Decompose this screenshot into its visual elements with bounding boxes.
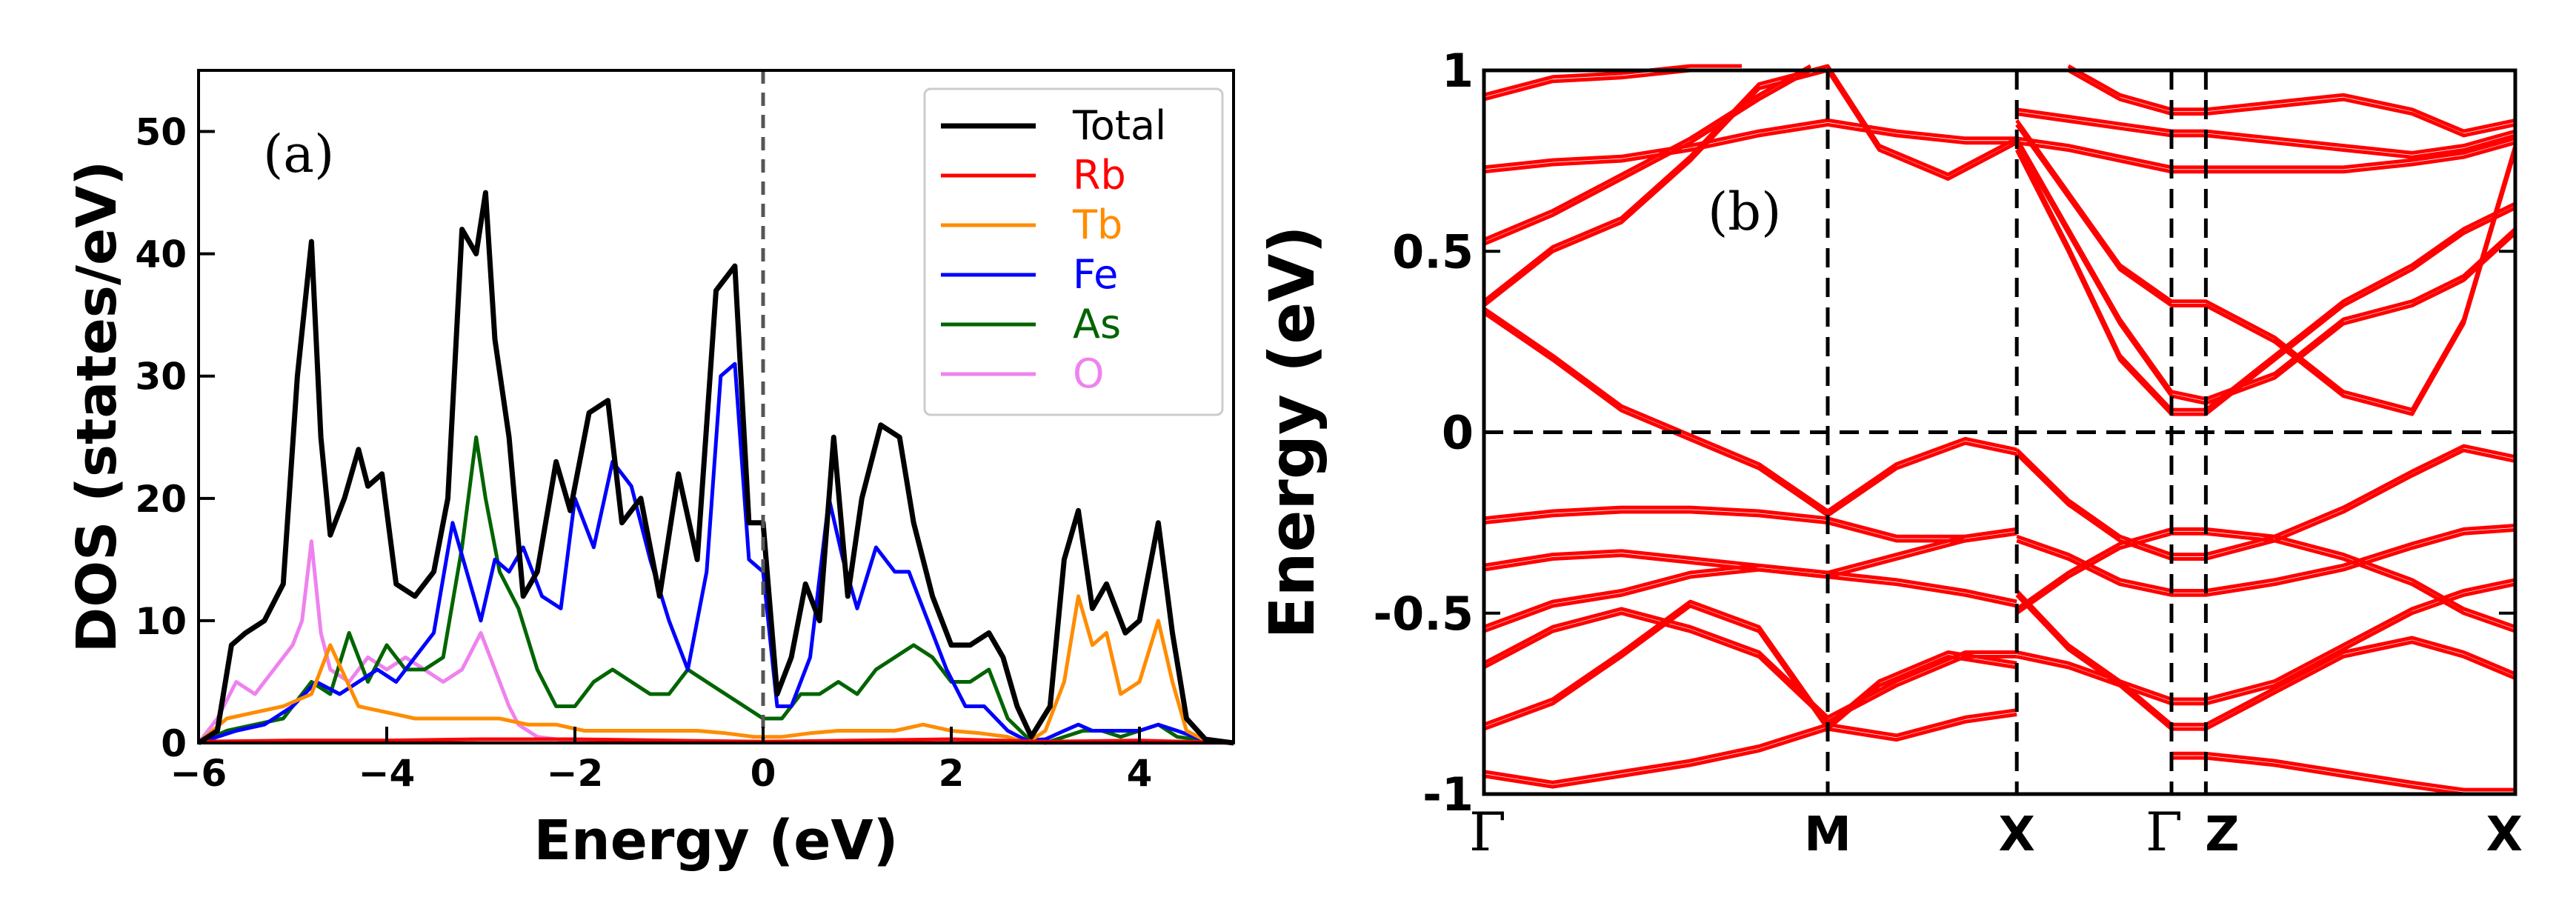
band-line [1482,607,2017,719]
band-line [2016,112,2516,159]
band-line [1483,505,2017,539]
band-line [1482,64,2018,303]
band-curves [1482,64,2517,796]
band-line [1482,311,2017,518]
band-line [1483,118,2017,170]
band-line [2015,123,2517,416]
k-point-label: Z [2205,807,2239,862]
y-tick-label: 20 [135,478,187,521]
band-line [2015,444,2516,557]
band-line [2015,527,2516,629]
band-line [1482,611,2017,724]
legend-label-as: As [1073,301,1121,347]
y-tick-label: -1 [1422,767,1474,821]
x-tick-label: 2 [939,752,965,795]
y-tick-label: 30 [135,356,187,399]
legend-label-o: O [1073,350,1105,397]
band-line [2015,119,2517,412]
y-tick-label: -0.5 [1373,587,1474,641]
band-line [1483,510,2017,543]
band-line [1483,531,2017,579]
x-tick-label: 4 [1127,752,1153,795]
x-tick-label: 0 [750,752,776,795]
band-line [1483,599,2017,738]
dos-series-fe [198,361,1234,745]
band-line [2016,136,2516,170]
band-line [2015,448,2516,561]
band-line [2015,531,2516,633]
band-y-axis-title: Energy (eV) [1256,225,1328,639]
y-tick-label: 0.5 [1392,224,1474,279]
band-line [2016,527,2516,597]
legend-label-fe: Fe [1073,251,1118,298]
band-ticks: -1-0.500.51Γ M X Γ Z X [1373,44,2523,863]
band-line [1483,654,2017,789]
dos-series-tb [197,594,1234,745]
band-line [2015,137,2517,401]
band-line [1483,604,2017,742]
dos-y-axis-title: DOS (states/eV) [65,161,129,653]
x-tick-label: −4 [359,752,416,795]
x-tick-label: −2 [547,752,604,795]
legend-box [923,87,1224,416]
band-line [1483,650,2017,784]
band-structure-panel: -1-0.500.51Γ M X Γ Z X (b) Energy (eV) [1256,44,2523,863]
band-line [2014,144,2517,412]
band-line [2014,149,2517,416]
y-tick-label: 0 [161,722,187,765]
k-point-label: X [2486,807,2523,862]
panel-label-b: (b) [1708,181,1781,242]
y-tick-label: 10 [135,600,187,643]
dos-curves [197,190,1234,746]
k-point-label: Γ [2146,801,2183,863]
band-line [1483,64,1742,97]
band-line [2016,107,2516,155]
y-tick-label: 50 [135,111,187,154]
k-point-label: X [1999,807,2035,862]
band-line [2067,64,2516,133]
dos-x-axis-title: Energy (eV) [534,809,899,873]
legend-label-tb: Tb [1072,201,1122,248]
band-line [1483,122,2017,174]
band-line [2015,141,2517,405]
band-line [1482,307,2017,513]
band-line [1482,68,2018,307]
y-tick-label: 40 [135,233,187,276]
band-guide-lines [1484,70,2515,794]
k-point-label: Γ [1469,801,1506,863]
band-line [2015,582,2516,706]
legend-label-rb: Rb [1073,152,1126,199]
band-line [2016,640,2516,731]
band-line [2067,68,2516,138]
y-tick-label: 1 [1442,44,1474,98]
x-tick-label: −6 [170,752,227,795]
panel-label-a: (a) [263,124,334,184]
legend-label-total: Total [1072,102,1166,149]
band-line [2016,141,2516,174]
dos-series-total [197,190,1234,746]
y-tick-label: 0 [1442,406,1474,460]
band-line [2016,524,2516,593]
band-line [1483,563,2017,629]
k-point-label: M [1804,807,1851,862]
band-line [1483,68,1812,246]
dos-plot-frame [197,69,1235,744]
band-line [2016,636,2516,727]
